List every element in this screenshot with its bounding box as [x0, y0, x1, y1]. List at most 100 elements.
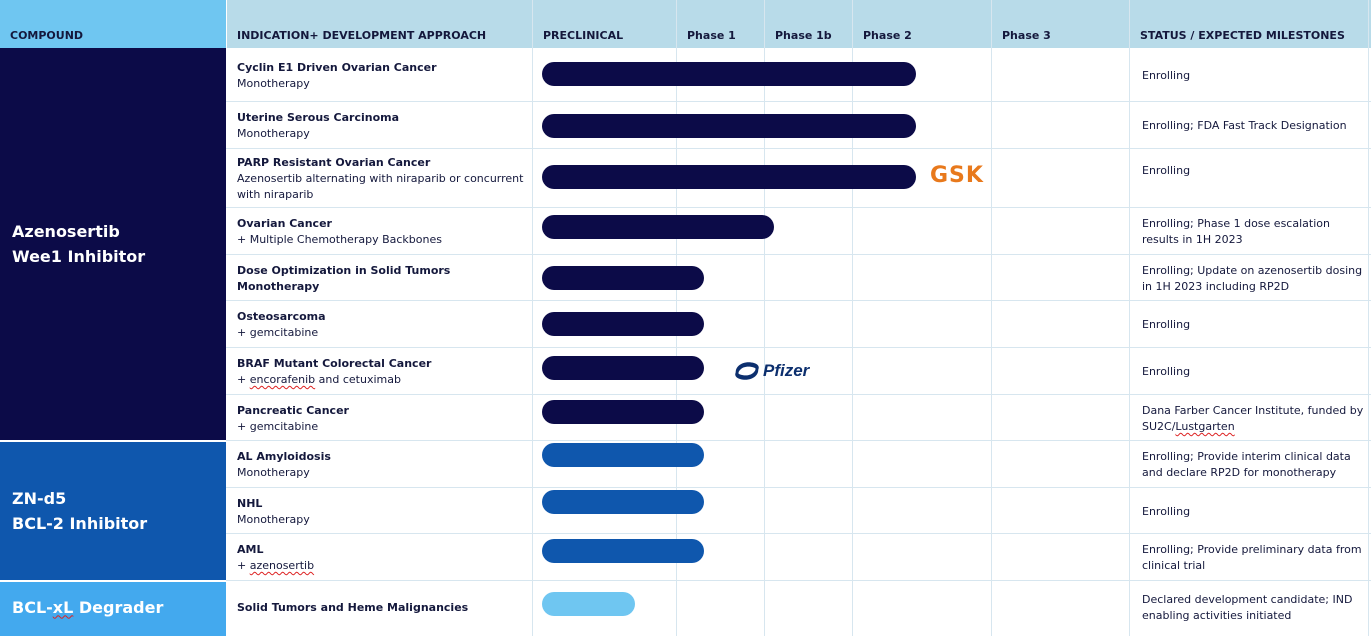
grid-line: [1129, 0, 1130, 636]
header-phase1b: Phase 1b: [765, 0, 852, 48]
grid-line: [226, 207, 1371, 208]
compound-class: BCL-2 Inhibitor: [12, 514, 148, 533]
grid-line: [226, 101, 1371, 102]
indication-approach: Monotherapy: [237, 280, 320, 293]
indication-cell: Osteosarcoma + gemcitabine: [237, 309, 527, 341]
indication-title: Ovarian Cancer: [237, 217, 332, 230]
indication-cell: NHL Monotherapy: [237, 496, 527, 528]
status-text: Enrolling; Update on azenosertib dosing …: [1142, 264, 1363, 293]
indication-approach: Monotherapy: [237, 466, 310, 479]
indication-title: Pancreatic Cancer: [237, 404, 349, 417]
header-status: STATUS / EXPECTED MILESTONES: [1130, 0, 1371, 48]
progress-bar: [542, 539, 704, 563]
progress-bar: [542, 356, 704, 380]
approach-part: encorafenib: [249, 373, 316, 386]
indication-cell: Cyclin E1 Driven Ovarian Cancer Monother…: [237, 60, 527, 92]
grid-line: [226, 580, 1371, 581]
header-phase1-label: Phase 1: [687, 29, 736, 42]
header-indication-label: INDICATION+ DEVELOPMENT APPROACH: [237, 29, 487, 42]
header-phase3-label: Phase 3: [1002, 29, 1051, 42]
indication-cell: BRAF Mutant Colorectal Cancer + encorafe…: [237, 356, 527, 388]
grid-line: [226, 254, 1371, 255]
indication-approach: + azenosertib: [237, 558, 527, 574]
status-text: Declared development candidate; IND enab…: [1142, 593, 1353, 622]
indication-cell: AL Amyloidosis Monotherapy: [237, 449, 527, 481]
status-text: Enrolling: [1142, 505, 1191, 518]
compound-name-part: BCL-: [12, 597, 53, 617]
gsk-logo: GSK: [930, 163, 984, 188]
indication-approach: + encorafenib and cetuximab: [237, 372, 527, 388]
compound-name-part: Degrader: [73, 597, 164, 617]
indication-title: PARP Resistant Ovarian Cancer: [237, 156, 431, 169]
status-text: Enrolling; FDA Fast Track Designation: [1142, 119, 1347, 132]
indication-approach: + Multiple Chemotherapy Backbones: [237, 233, 442, 246]
grid-line: [226, 487, 1371, 488]
header-preclinical-label: PRECLINICAL: [543, 29, 624, 42]
status-text: Enrolling: [1142, 69, 1191, 82]
indication-title: BRAF Mutant Colorectal Cancer: [237, 357, 432, 370]
pfizer-swirl-icon: [735, 362, 759, 380]
indication-title: AML: [237, 543, 264, 556]
progress-bar: [542, 400, 704, 424]
indication-cell: Ovarian Cancer + Multiple Chemotherapy B…: [237, 216, 527, 248]
progress-bar: [542, 165, 916, 189]
header-phase1: Phase 1: [677, 0, 764, 48]
pfizer-label: Pfizer: [763, 361, 810, 380]
status-text: Enrolling: [1142, 365, 1191, 378]
indication-title: AL Amyloidosis: [237, 450, 331, 463]
approach-part: and cetuximab: [315, 373, 401, 386]
status-text: Enrolling: [1142, 318, 1191, 331]
progress-bar: [542, 62, 916, 86]
compound-name: ZN-d5: [12, 489, 67, 508]
progress-bar: [542, 592, 635, 616]
indication-cell: AML + azenosertib: [237, 542, 527, 574]
status-text: Enrolling; Provide preliminary data from…: [1142, 543, 1362, 572]
status-text: Enrolling; Provide interim clinical data…: [1142, 450, 1351, 479]
compound-name-part: xL: [52, 597, 74, 617]
pfizer-logo: Pfizer: [732, 358, 809, 384]
progress-bar: [542, 490, 704, 514]
progress-bar: [542, 443, 704, 467]
compound-azenosertib: Azenosertib Wee1 Inhibitor: [0, 48, 226, 440]
indication-cell: Pancreatic Cancer + gemcitabine: [237, 403, 527, 435]
header-compound-label: COMPOUND: [10, 29, 84, 42]
status-part: Dana Farber Cancer Institute, funded by …: [1142, 404, 1364, 433]
indication-title: Uterine Serous Carcinoma: [237, 111, 400, 124]
divider: [0, 580, 226, 582]
indication-title: Solid Tumors and Heme Malignancies: [237, 601, 469, 614]
indication-approach: + gemcitabine: [237, 420, 319, 433]
indication-approach: Monotherapy: [237, 77, 310, 90]
status-text: Enrolling: [1142, 164, 1191, 177]
header-phase1b-label: Phase 1b: [775, 29, 832, 42]
progress-bar: [542, 312, 704, 336]
indication-cell: Dose Optimization in Solid Tumors Monoth…: [237, 263, 527, 295]
header-preclinical: PRECLINICAL: [533, 0, 676, 48]
grid-line: [532, 0, 533, 636]
grid-line: [852, 0, 853, 636]
indication-title: Osteosarcoma: [237, 310, 326, 323]
approach-part: +: [237, 373, 250, 386]
compound-name: Azenosertib: [12, 222, 120, 241]
indication-title: Cyclin E1 Driven Ovarian Cancer: [237, 61, 437, 74]
compound-class: Wee1 Inhibitor: [12, 247, 146, 266]
header-compound: COMPOUND: [0, 0, 226, 48]
indication-title: NHL: [237, 497, 263, 510]
compound-bcl-xl-degrader: BCL-xL Degrader: [0, 582, 226, 636]
header-indication: INDICATION+ DEVELOPMENT APPROACH: [227, 0, 532, 48]
header-phase2-label: Phase 2: [863, 29, 912, 42]
status-text: Dana Farber Cancer Institute, funded by …: [1142, 403, 1364, 435]
grid-line: [226, 533, 1371, 534]
progress-bar: [542, 114, 916, 138]
grid-line: [226, 148, 1371, 149]
compound-zn-d5: ZN-d5 BCL-2 Inhibitor: [0, 442, 226, 580]
grid-line: [226, 394, 1371, 395]
grid-line: [1368, 0, 1369, 636]
grid-line: [226, 440, 1371, 441]
grid-line: [226, 347, 1371, 348]
indication-approach: Monotherapy: [237, 513, 310, 526]
status-part: Lustgarten: [1175, 420, 1235, 433]
indication-approach: Monotherapy: [237, 127, 310, 140]
divider: [0, 440, 226, 442]
progress-bar: [542, 215, 774, 239]
